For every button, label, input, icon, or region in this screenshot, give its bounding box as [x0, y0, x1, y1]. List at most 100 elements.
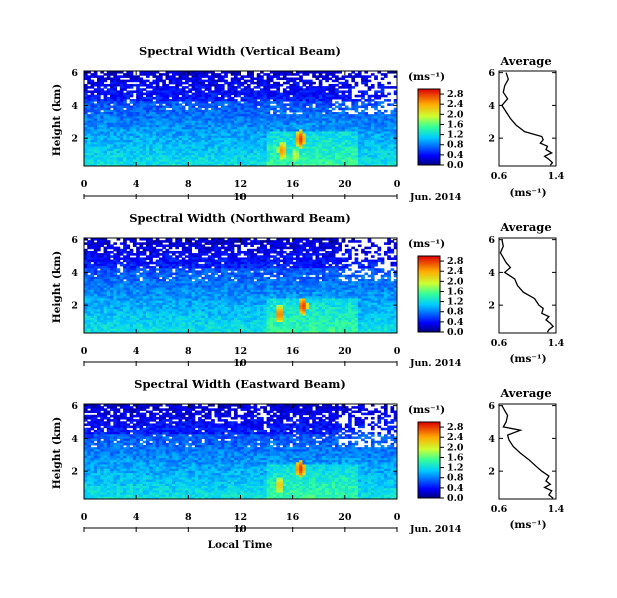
heatmap-cell	[383, 116, 388, 119]
heatmap-cell	[145, 248, 150, 252]
heatmap-cell	[315, 99, 320, 102]
heatmap-cell	[338, 90, 342, 93]
heatmap-cell	[155, 75, 160, 78]
heatmap-cell	[224, 101, 228, 104]
heatmap-cell	[335, 124, 339, 128]
heatmap-cell	[305, 124, 310, 128]
heatmap-cell	[214, 127, 219, 130]
heatmap-cell	[211, 77, 215, 81]
heatmap-cell	[132, 107, 137, 111]
heatmap-cell	[253, 94, 258, 98]
heatmap-cell	[243, 103, 248, 106]
heatmap-cell	[357, 118, 362, 122]
heatmap-cell	[295, 83, 300, 87]
heatmap-cell	[158, 103, 163, 106]
heatmap-cell	[116, 101, 121, 104]
heatmap-cell	[168, 246, 173, 250]
heatmap-cell	[243, 99, 248, 102]
heatmap-cell	[149, 120, 153, 124]
heatmap-cell	[328, 122, 333, 126]
heatmap-cell	[158, 92, 163, 96]
heatmap-cell	[126, 92, 131, 96]
heatmap-cell	[175, 114, 179, 117]
heatmap-cell	[354, 240, 359, 243]
heatmap-cell	[123, 259, 127, 263]
heatmap-cell	[110, 86, 114, 89]
heatmap-cell	[322, 109, 326, 113]
heatmap-cell	[87, 246, 91, 250]
heatmap-cell	[276, 114, 281, 117]
heatmap-cell	[364, 246, 369, 250]
heatmap-cell	[331, 88, 336, 91]
heatmap-cell	[194, 266, 199, 269]
heatmap-cell	[194, 116, 199, 119]
heatmap-cell	[315, 105, 320, 109]
heatmap-cell	[263, 107, 267, 111]
heatmap-cell	[315, 96, 320, 100]
heatmap-cell	[155, 118, 160, 122]
heatmap-cell	[354, 127, 359, 130]
heatmap-cell	[165, 90, 170, 93]
heatmap-cell	[139, 71, 144, 74]
heatmap-cell	[126, 94, 131, 98]
heatmap-cell	[364, 99, 369, 102]
heatmap-cell	[194, 101, 199, 104]
heatmap-cell	[136, 90, 140, 93]
heatmap-cell	[142, 103, 147, 106]
heatmap-cell	[207, 114, 212, 117]
heatmap-cell	[390, 124, 395, 128]
heatmap-cell	[357, 112, 362, 115]
heatmap-cell	[201, 118, 206, 122]
heatmap-cell	[129, 122, 134, 126]
heatmap-cell	[289, 105, 294, 109]
heatmap-cell	[260, 120, 264, 124]
heatmap-cell	[139, 122, 144, 126]
heatmap-cell	[220, 127, 225, 130]
heatmap-cell	[145, 101, 150, 104]
heatmap-cell	[354, 99, 359, 102]
heatmap-cell	[237, 73, 241, 76]
heatmap-cell	[175, 124, 179, 128]
heatmap-cell	[162, 90, 166, 93]
heatmap-cell	[198, 118, 202, 122]
heatmap-cell	[90, 118, 95, 122]
heatmap-cell	[90, 75, 95, 78]
heatmap-cell	[260, 77, 264, 81]
heatmap-cell	[201, 114, 206, 117]
heatmap-cell	[175, 81, 179, 85]
heatmap-cell	[364, 127, 369, 130]
heatmap-cell	[185, 112, 189, 115]
heatmap-cell	[211, 105, 215, 109]
heatmap-cell	[233, 105, 238, 109]
heatmap-cell	[286, 73, 290, 76]
heatmap-cell	[227, 101, 232, 104]
heatmap-cell	[276, 94, 281, 98]
heatmap-cell	[341, 114, 346, 117]
heatmap-cell	[338, 122, 342, 126]
heatmap-cell	[145, 99, 150, 102]
heatmap-cell	[318, 71, 323, 74]
heatmap-cell	[299, 127, 303, 130]
heatmap-cell	[357, 94, 362, 98]
heatmap-cell	[185, 77, 189, 81]
heatmap-cell	[250, 103, 254, 106]
heatmap-cell	[145, 86, 150, 89]
heatmap-cell	[97, 107, 101, 111]
heatmap-cell	[328, 109, 333, 113]
heatmap-cell	[292, 120, 297, 124]
heatmap-cell	[276, 83, 281, 87]
heatmap-cell	[370, 116, 375, 119]
heatmap-cell	[367, 94, 372, 98]
heatmap-cell	[87, 127, 91, 130]
heatmap-cell	[207, 122, 212, 126]
heatmap-cell	[217, 103, 222, 106]
heatmap-cell	[250, 122, 254, 126]
heatmap-cell	[152, 92, 157, 96]
heatmap-cell	[341, 107, 346, 111]
heatmap-cell	[230, 99, 235, 102]
heatmap-cell	[377, 112, 382, 115]
heatmap-cell	[292, 124, 297, 128]
heatmap-cell	[237, 116, 241, 119]
heatmap-cell	[387, 92, 391, 96]
heatmap-cell	[126, 112, 131, 115]
